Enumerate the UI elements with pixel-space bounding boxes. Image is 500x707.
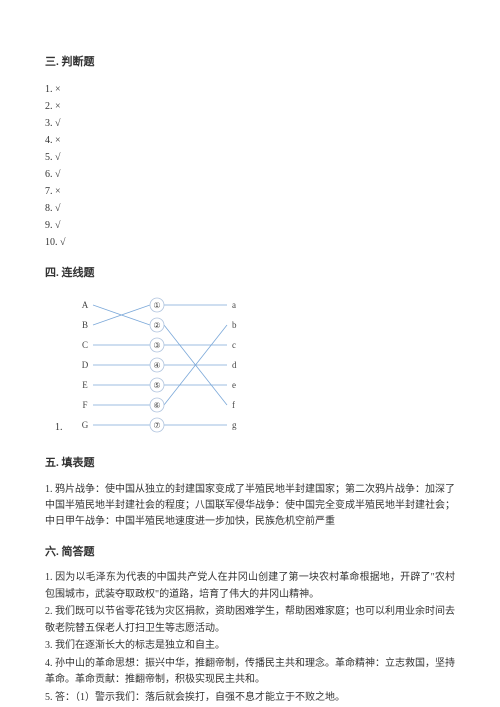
svg-text:G: G <box>81 420 88 430</box>
svg-text:c: c <box>232 340 236 350</box>
judge-item: 1. × <box>45 81 455 98</box>
svg-text:③: ③ <box>153 341 160 350</box>
answer-item: 4. 孙中山的革命思想：振兴中华，推翻帝制，传播民主共和理念。革命精神：立志救国… <box>45 656 455 689</box>
answer-item: 5. 答：（1）警示我们：落后就会挨打，自强不息才能立于不败之地。 <box>45 690 455 707</box>
svg-text:D: D <box>81 360 88 370</box>
answer-list: 1. 因为以毛泽东为代表的中国共产党人在井冈山创建了第一块农村革命根据地，开辟了… <box>45 570 455 706</box>
svg-text:B: B <box>81 320 87 330</box>
match-prefix: 1. <box>55 420 63 435</box>
svg-text:C: C <box>81 340 87 350</box>
svg-text:a: a <box>232 300 236 310</box>
judge-item: 2. × <box>45 98 455 115</box>
judge-list: 1. ×2. ×3. √4. ×5. √6. √7. ×8. √9. √10. … <box>45 81 455 251</box>
svg-text:E: E <box>82 380 88 390</box>
svg-text:①: ① <box>153 301 160 310</box>
match-diagram-container: 1. ABCDEFG ① ② ③ ④ ⑤ ⑥ ⑦ abcdefg <box>55 291 455 441</box>
svg-text:d: d <box>232 360 237 370</box>
match-diagram: ABCDEFG ① ② ③ ④ ⑤ ⑥ ⑦ abcdefg <box>67 291 267 441</box>
svg-text:⑤: ⑤ <box>153 381 160 390</box>
svg-text:②: ② <box>153 321 160 330</box>
judge-section-title: 三. 判断题 <box>45 54 455 71</box>
fill-section-title: 五. 填表题 <box>45 455 455 472</box>
judge-item: 10. √ <box>45 234 455 251</box>
svg-text:A: A <box>81 300 88 310</box>
fill-content: 1. 鸦片战争：使中国从独立的封建国家变成了半殖民地半封建国家；第二次鸦片战争：… <box>45 482 455 530</box>
svg-text:⑥: ⑥ <box>153 401 160 410</box>
svg-text:④: ④ <box>153 361 160 370</box>
answer-section-title: 六. 简答题 <box>45 544 455 561</box>
svg-text:e: e <box>232 380 236 390</box>
svg-text:g: g <box>232 420 237 430</box>
judge-item: 9. √ <box>45 217 455 234</box>
judge-item: 4. × <box>45 132 455 149</box>
answer-item: 2. 我们既可以节省零花钱为灾区捐款，资助困难学生，帮助困难家庭；也可以利用业余… <box>45 604 455 637</box>
svg-text:b: b <box>232 320 237 330</box>
judge-item: 8. √ <box>45 200 455 217</box>
judge-item: 3. √ <box>45 115 455 132</box>
judge-item: 7. × <box>45 183 455 200</box>
answer-item: 3. 我们在逐渐长大的标志是独立和自主。 <box>45 638 455 655</box>
judge-item: 5. √ <box>45 149 455 166</box>
answer-item: 1. 因为以毛泽东为代表的中国共产党人在井冈山创建了第一块农村革命根据地，开辟了… <box>45 570 455 603</box>
svg-text:F: F <box>82 400 87 410</box>
svg-text:f: f <box>232 400 235 410</box>
svg-text:⑦: ⑦ <box>153 421 160 430</box>
judge-item: 6. √ <box>45 166 455 183</box>
match-section-title: 四. 连线题 <box>45 265 455 282</box>
